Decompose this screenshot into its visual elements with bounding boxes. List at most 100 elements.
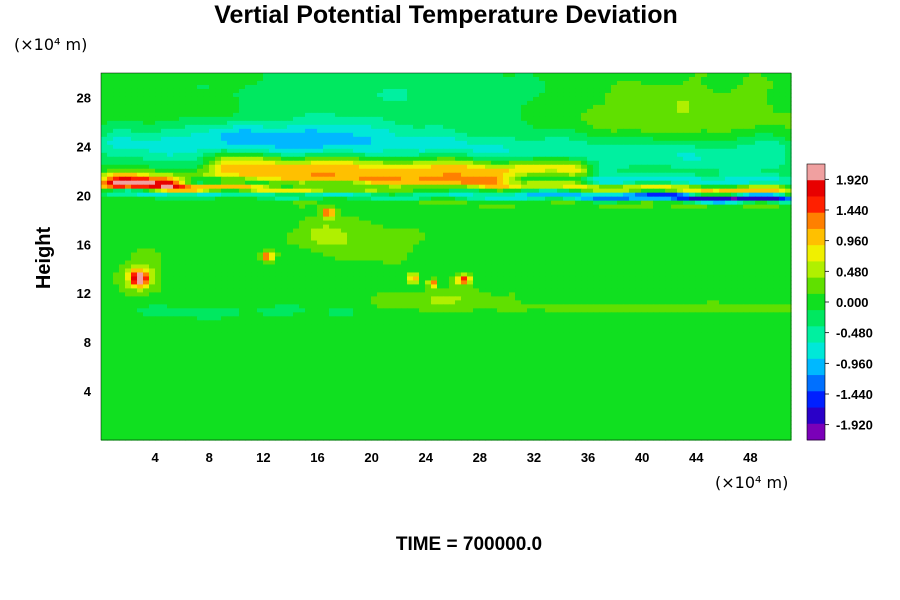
heatmap-cell <box>623 196 630 202</box>
heatmap-cell <box>305 160 312 166</box>
heatmap-cell <box>317 128 324 134</box>
heatmap-cell <box>521 180 528 186</box>
heatmap-cell <box>623 76 630 82</box>
heatmap-cell <box>353 164 360 170</box>
heatmap-cell <box>773 108 780 114</box>
heatmap-cell <box>581 80 588 86</box>
heatmap-cell <box>119 112 126 118</box>
heatmap-cell <box>251 236 258 242</box>
heatmap-cell <box>251 192 258 198</box>
heatmap-cell <box>155 180 162 186</box>
heatmap-cell <box>401 204 408 210</box>
heatmap-cell <box>461 88 468 94</box>
heatmap-cell <box>599 96 606 102</box>
heatmap-cell <box>287 92 294 98</box>
heatmap-cell <box>341 144 348 150</box>
heatmap-cell <box>749 124 756 130</box>
heatmap-cell <box>329 73 336 78</box>
heatmap-cell <box>203 184 210 190</box>
heatmap-cell <box>191 208 198 214</box>
heatmap-cell <box>167 80 174 86</box>
heatmap-cell <box>725 240 732 246</box>
heatmap-cell <box>389 84 396 90</box>
heatmap-cell <box>287 228 294 234</box>
heatmap-cell <box>497 156 504 162</box>
heatmap-cell <box>737 96 744 102</box>
heatmap-cell <box>209 196 216 202</box>
heatmap-cell <box>353 224 360 230</box>
heatmap-cell <box>299 104 306 110</box>
heatmap-cell <box>371 100 378 106</box>
heatmap-cell <box>473 216 480 222</box>
heatmap-cell <box>107 96 114 102</box>
heatmap-cell <box>707 73 714 78</box>
heatmap-cell <box>689 116 696 122</box>
heatmap-cell <box>461 208 468 214</box>
heatmap-cell <box>473 228 480 234</box>
heatmap-cell <box>785 104 792 110</box>
heatmap-cell <box>419 108 426 114</box>
heatmap-cell <box>599 224 606 230</box>
heatmap-cell <box>239 244 246 250</box>
heatmap-cell <box>215 200 222 206</box>
heatmap-cell <box>749 188 756 194</box>
heatmap-cell <box>557 208 564 214</box>
heatmap-cell <box>155 136 162 142</box>
heatmap-cell <box>755 232 762 238</box>
heatmap-cell <box>443 236 450 242</box>
heatmap-cell <box>311 180 318 186</box>
heatmap-cell <box>629 148 636 154</box>
heatmap-cell <box>371 140 378 146</box>
heatmap-cell <box>125 208 132 214</box>
heatmap-cell <box>395 76 402 82</box>
heatmap-cell <box>359 73 366 78</box>
heatmap-cell <box>191 148 198 154</box>
heatmap-cell <box>575 88 582 94</box>
heatmap-cell <box>395 80 402 86</box>
heatmap-cell <box>149 208 156 214</box>
heatmap-cell <box>491 216 498 222</box>
heatmap-cell <box>431 208 438 214</box>
heatmap-cell <box>437 240 444 246</box>
heatmap-cell <box>689 84 696 90</box>
heatmap-cell <box>383 73 390 78</box>
heatmap-cell <box>245 140 252 146</box>
heatmap-cell <box>167 156 174 162</box>
heatmap-cell <box>389 140 396 146</box>
heatmap-cell <box>647 116 654 122</box>
heatmap-cell <box>449 176 456 182</box>
heatmap-cell <box>665 164 672 170</box>
heatmap-cell <box>785 168 792 174</box>
heatmap-cell <box>113 228 120 234</box>
heatmap-cell <box>617 172 624 178</box>
heatmap-cell <box>593 96 600 102</box>
heatmap-cell <box>755 104 762 110</box>
heatmap-cell <box>371 124 378 130</box>
heatmap-cell <box>215 116 222 122</box>
heatmap-cell <box>377 140 384 146</box>
heatmap-cell <box>197 244 204 250</box>
heatmap-cell <box>119 216 126 222</box>
heatmap-cell <box>521 192 528 198</box>
heatmap-cell <box>647 152 654 158</box>
heatmap-cell <box>227 236 234 242</box>
heatmap-cell <box>671 132 678 138</box>
heatmap-cell <box>239 176 246 182</box>
heatmap-cell <box>545 108 552 114</box>
heatmap-cell <box>623 168 630 174</box>
heatmap-cell <box>707 236 714 242</box>
heatmap-cell <box>695 116 702 122</box>
heatmap-cell <box>185 128 192 134</box>
heatmap-cell <box>269 232 276 238</box>
heatmap-cell <box>191 228 198 234</box>
heatmap-cell <box>527 204 534 210</box>
heatmap-cell <box>635 108 642 114</box>
heatmap-cell <box>335 236 342 242</box>
heatmap-cell <box>203 140 210 146</box>
heatmap-cell <box>209 188 216 194</box>
heatmap-cell <box>473 140 480 146</box>
heatmap-cell <box>755 140 762 146</box>
heatmap-cell <box>599 144 606 150</box>
heatmap-cell <box>257 232 264 238</box>
heatmap-cell <box>623 216 630 222</box>
